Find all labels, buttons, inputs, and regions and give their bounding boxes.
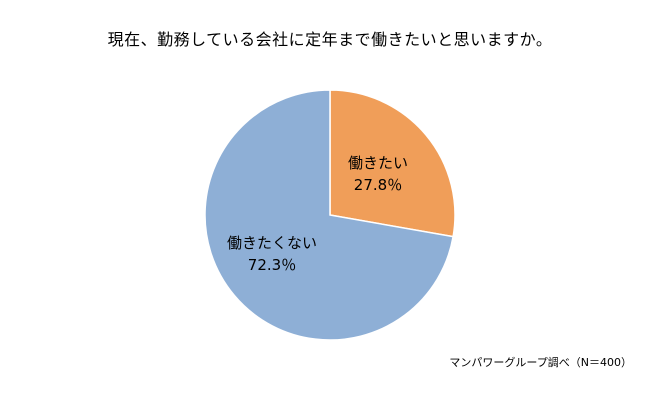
- slice-value-label: 72.3％: [248, 256, 296, 274]
- pie-slice-hataraki-taku-nai: [204, 89, 454, 341]
- source-note: マンパワーグループ調べ（N＝400）: [449, 356, 632, 369]
- slice-value-label: 27.8％: [354, 176, 402, 194]
- chart-title: 現在、勤務している会社に定年まで働きたいと思いますか。: [107, 30, 553, 49]
- slice-label: 働きたくない: [227, 234, 317, 252]
- pie-slice-hataraki-tai: [329, 89, 456, 238]
- slice-label: 働きたい: [348, 154, 408, 172]
